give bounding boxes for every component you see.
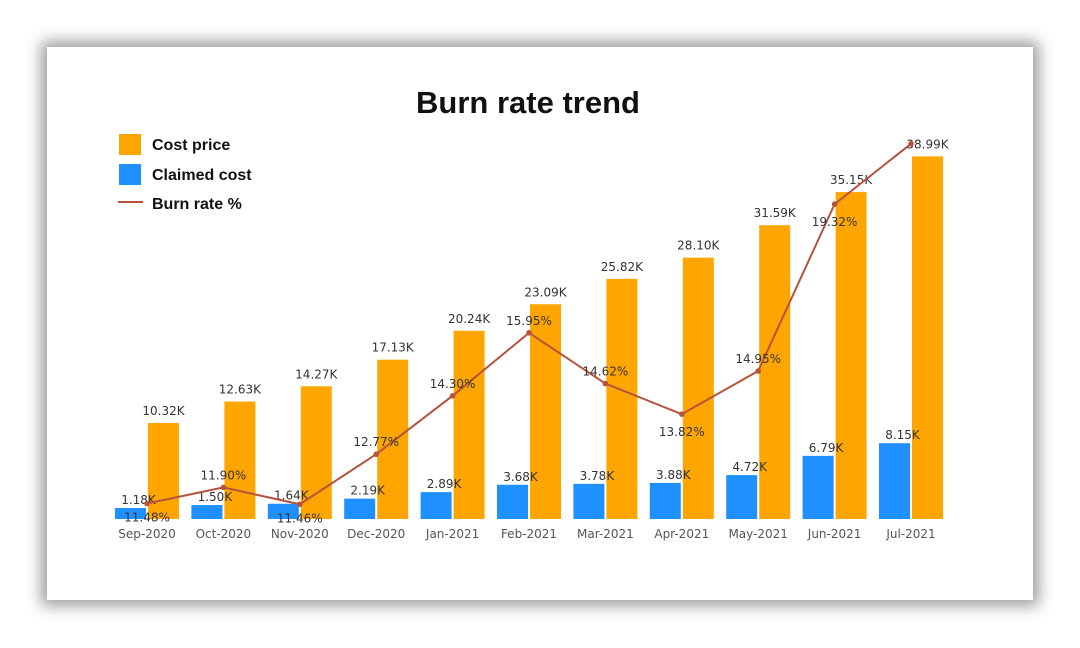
bar-cost-price-feb-2021 xyxy=(530,304,561,519)
point-burn-rate-nov-2020 xyxy=(297,501,303,508)
x-tick-label-mar-2021: Mar-2021 xyxy=(577,527,634,541)
x-tick-label-jul-2021: Jul-2021 xyxy=(885,527,935,541)
point-burn-rate-jul-2021 xyxy=(908,141,914,147)
bar-cost-price-oct-2020 xyxy=(224,401,256,519)
data-label-claimed-cost-nov-2020: 1.64K xyxy=(274,489,310,503)
bar-claimed-cost-jul-2021 xyxy=(879,443,910,519)
point-burn-rate-jan-2021 xyxy=(449,393,456,399)
bar-cost-price-may-2021 xyxy=(759,225,791,519)
legend-swatch-cost-price xyxy=(119,134,141,155)
bar-claimed-cost-jun-2021 xyxy=(802,455,834,519)
bar-claimed-cost-sep-2020 xyxy=(115,508,146,519)
x-tick-label-oct-2020: Oct-2020 xyxy=(196,527,252,541)
legend-label-claimed-cost: Claimed cost xyxy=(152,167,252,184)
bar-claimed-cost-nov-2020 xyxy=(267,503,299,519)
data-label-claimed-cost-dec-2020: 2.19K xyxy=(350,484,386,498)
x-tick-label-jan-2021: Jan-2021 xyxy=(425,527,479,541)
point-burn-rate-sep-2020 xyxy=(144,500,150,507)
point-burn-rate-may-2021 xyxy=(755,368,761,374)
plot-area: 1.18K 10.32K Sep-2020 1.50K 12.63K Oct-2020 1.… xyxy=(115,137,950,541)
point-burn-rate-oct-2020 xyxy=(220,484,227,491)
chart-title: Burn rate trend xyxy=(416,85,640,120)
data-label-cost-price-jan-2021: 20.24K xyxy=(448,312,491,326)
data-label-cost-price-jun-2021: 35.15K xyxy=(830,173,873,187)
data-label-burn-rate-mar-2021: 14.62% xyxy=(583,365,629,379)
x-tick-label-dec-2020: Dec-2020 xyxy=(347,527,405,541)
point-burn-rate-apr-2021 xyxy=(679,411,685,417)
bar-cost-price-mar-2021 xyxy=(606,278,638,519)
data-label-cost-price-feb-2021: 23.09K xyxy=(524,285,567,299)
data-label-cost-price-jul-2021: 38.99K xyxy=(906,137,949,151)
data-label-cost-price-oct-2020: 12.63K xyxy=(219,383,262,397)
point-burn-rate-feb-2021 xyxy=(526,330,532,336)
data-label-burn-rate-apr-2021: 13.82% xyxy=(659,425,705,439)
data-label-claimed-cost-sep-2020: 1.18K xyxy=(121,493,157,507)
data-label-cost-price-mar-2021: 25.82K xyxy=(601,260,644,274)
data-label-burn-rate-oct-2020: 11.90% xyxy=(201,468,247,482)
bar-claimed-cost-dec-2020 xyxy=(344,498,376,519)
x-tick-label-nov-2020: Nov-2020 xyxy=(271,527,329,541)
legend-label-burn-rate: Burn rate % xyxy=(152,196,242,213)
bar-claimed-cost-feb-2021 xyxy=(497,484,528,519)
data-label-burn-rate-may-2021: 14.95% xyxy=(735,352,781,366)
data-label-burn-rate-jan-2021: 14.30% xyxy=(430,377,476,391)
data-label-claimed-cost-jul-2021: 8.15K xyxy=(885,428,921,442)
bar-cost-price-jan-2021 xyxy=(453,330,485,519)
data-label-claimed-cost-may-2021: 4.72K xyxy=(732,460,768,474)
data-label-cost-price-sep-2020: 10.32K xyxy=(142,404,185,418)
bar-claimed-cost-mar-2021 xyxy=(573,483,605,519)
data-label-burn-rate-jun-2021: 19.32% xyxy=(812,215,858,229)
bar-cost-price-apr-2021 xyxy=(682,257,714,519)
data-label-cost-price-nov-2020: 14.27K xyxy=(295,367,338,381)
bar-claimed-cost-jan-2021 xyxy=(420,492,452,519)
data-label-burn-rate-sep-2020: 11.48% xyxy=(124,510,170,524)
x-tick-label-jun-2021: Jun-2021 xyxy=(807,527,862,541)
bar-claimed-cost-may-2021 xyxy=(726,475,758,519)
data-label-cost-price-may-2021: 31.59K xyxy=(754,206,797,220)
bar-claimed-cost-oct-2020 xyxy=(191,505,223,519)
data-label-burn-rate-feb-2021: 15.95% xyxy=(506,314,552,328)
data-label-burn-rate-dec-2020: 12.77% xyxy=(353,435,399,449)
data-label-claimed-cost-mar-2021: 3.78K xyxy=(580,469,616,483)
bar-cost-price-jun-2021 xyxy=(835,192,867,520)
legend: Cost price Claimed cost Burn rate % xyxy=(118,134,252,213)
point-burn-rate-dec-2020 xyxy=(373,451,380,458)
data-label-cost-price-apr-2021: 28.10K xyxy=(677,239,720,253)
point-burn-rate-mar-2021 xyxy=(602,380,609,387)
data-label-claimed-cost-oct-2020: 1.50K xyxy=(198,490,234,504)
legend-label-cost-price: Cost price xyxy=(152,137,230,154)
data-label-claimed-cost-jan-2021: 2.89K xyxy=(427,477,463,491)
bar-cost-price-dec-2020 xyxy=(377,359,409,519)
bar-cost-price-nov-2020 xyxy=(300,386,332,519)
bar-cost-price-jul-2021 xyxy=(912,156,943,519)
data-label-claimed-cost-apr-2021: 3.88K xyxy=(656,468,692,482)
data-label-claimed-cost-feb-2021: 3.68K xyxy=(503,470,539,484)
x-tick-label-feb-2021: Feb-2021 xyxy=(501,527,557,541)
bar-claimed-cost-apr-2021 xyxy=(649,482,681,519)
x-tick-label-apr-2021: Apr-2021 xyxy=(654,527,709,541)
legend-swatch-claimed-cost xyxy=(119,164,141,185)
x-tick-label-sep-2020: Sep-2020 xyxy=(118,527,176,541)
data-label-cost-price-dec-2020: 17.13K xyxy=(372,341,415,355)
data-label-burn-rate-nov-2020: 11.46% xyxy=(277,511,323,525)
x-tick-label-may-2021: May-2021 xyxy=(728,527,787,541)
data-label-claimed-cost-jun-2021: 6.79K xyxy=(809,441,845,455)
point-burn-rate-jun-2021 xyxy=(831,201,838,207)
